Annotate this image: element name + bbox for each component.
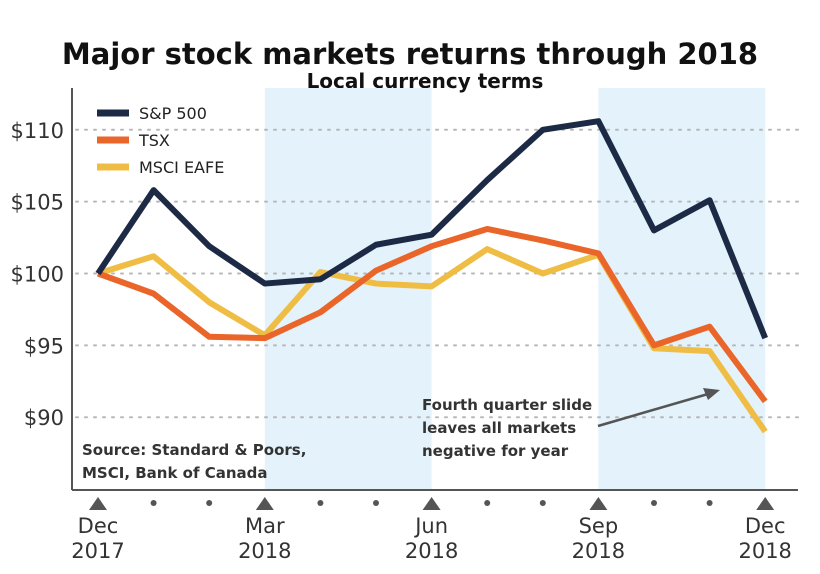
x-tick-label-9-month: Sep [579,514,619,538]
x-tick-marker-3 [255,497,274,510]
source-line-1: Source: Standard & Poors, [82,441,306,459]
x-tick-label-12-year: 2018 [738,539,791,563]
x-tick-marker-9 [589,497,608,510]
x-tick-dot-1 [150,500,157,506]
y-axis-tick-labels: $90 $95 $100 $105 $110 [11,119,64,430]
x-tick-dot-11 [706,500,713,506]
x-tick-label-3-month: Mar [245,514,285,538]
legend-label-msci-eafe: MSCI EAFE [139,158,224,177]
annotation-arrowhead [703,388,720,400]
x-tick-dot-7 [484,500,491,506]
x-tick-label-0-year: 2017 [71,539,124,563]
x-tick-marker-12 [756,497,775,510]
source-note: Source: Standard & Poors, MSCI, Bank of … [82,441,306,482]
chart-title: Major stock markets returns through 2018 [62,37,758,71]
y-tick-label-90: $90 [24,406,64,430]
source-line-2: MSCI, Bank of Canada [82,464,268,482]
series-lines [95,118,768,434]
x-tick-label-6-year: 2018 [405,539,458,563]
y-tick-label-100: $100 [11,263,64,287]
axes [71,88,798,491]
x-tick-label-9-year: 2018 [572,539,625,563]
series-line-tsx [96,225,768,404]
x-tick-dot-10 [651,500,657,506]
y-tick-label-95: $95 [24,334,64,358]
x-tick-marker-6 [422,497,441,510]
legend-label-s-p-500: S&P 500 [139,104,207,123]
gridlines [75,128,799,419]
annotation-line-1: Fourth quarter slide [422,396,592,414]
x-tick-label-6-month: Jun [413,514,448,538]
shaded-quarter-2 [598,88,766,490]
annotation-arrow-line [597,392,709,428]
x-tick-label-12-month: Dec [745,514,786,538]
series-line-s-p-500 [95,118,768,340]
legend: S&P 500 TSX MSCI EAFE [97,104,224,177]
x-tick-dot-4 [317,500,324,506]
x-tick-marker-0 [89,497,107,510]
x-tick-label-0-month: Dec [78,514,119,538]
x-tick-dot-5 [373,500,379,506]
annotation: Fourth quarter slide leaves all markets … [422,388,720,460]
y-tick-label-105: $105 [11,191,64,215]
x-tick-dot-2 [206,500,213,506]
x-tick-dot-8 [539,500,546,506]
legend-label-tsx: TSX [138,131,170,150]
y-tick-label-110: $110 [11,119,64,143]
annotation-line-2: leaves all markets [422,419,576,437]
annotation-line-3: negative for year [422,442,569,460]
x-tick-label-3-year: 2018 [238,539,291,563]
